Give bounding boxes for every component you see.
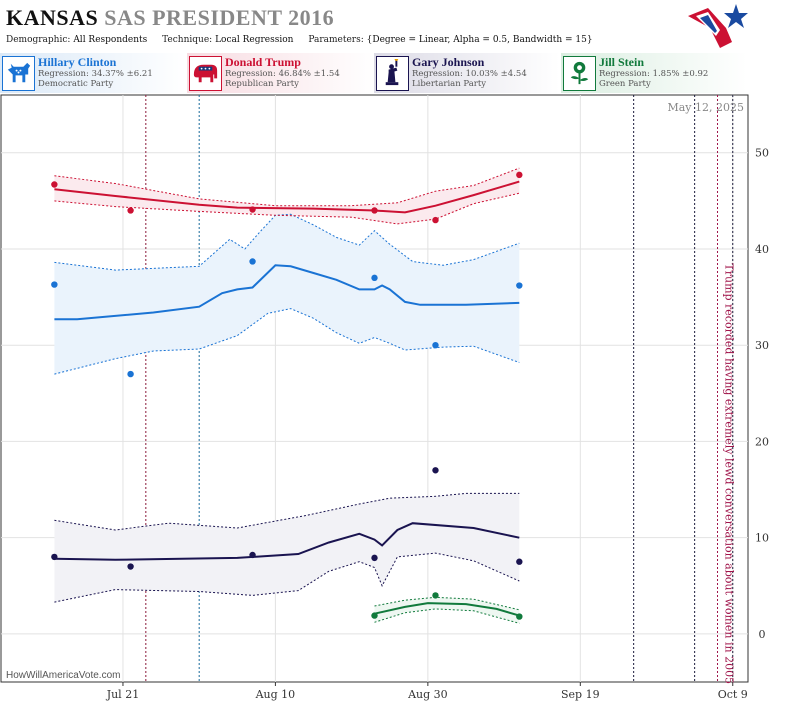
candidate-name: Jill Stein [599, 55, 645, 69]
y-tick-label: 50 [755, 147, 769, 160]
y-tick-label: 0 [759, 628, 766, 641]
y-tick-label: 20 [755, 435, 769, 448]
poll-point [371, 207, 378, 214]
poll-point [516, 558, 523, 565]
poll-point [127, 207, 134, 214]
confidence-band [374, 597, 520, 624]
confidence-band [54, 493, 520, 603]
x-tick-label: Sep 19 [561, 688, 600, 701]
event-annotation: Trump recorded having extremely lewd con… [723, 263, 736, 684]
poll-point [51, 181, 58, 188]
date-stamp: May 12, 2025 [667, 101, 744, 114]
y-tick-label: 10 [755, 532, 769, 545]
poll-point [249, 258, 256, 265]
poll-point [371, 274, 378, 282]
y-tick-label: 30 [755, 339, 769, 352]
candidate-party: Libertarian Party [412, 79, 487, 89]
regression-line [374, 602, 520, 617]
x-axis: Jul 21 Aug 10 Aug 30 Sep 19 Oct 9 [106, 682, 748, 701]
race-name: SAS PRESIDENT 2016 [104, 5, 335, 30]
state-name: KANSAS [6, 5, 99, 30]
confidence-bands [54, 168, 520, 624]
poll-point [432, 467, 439, 474]
poll-point [127, 563, 134, 570]
upper-bound-line [54, 492, 520, 531]
poll-point [51, 553, 58, 561]
statue-of-liberty-icon [376, 56, 409, 91]
regression-line [54, 264, 520, 321]
candidate-regression: Regression: 1.85% ±0.92 [599, 69, 709, 79]
candidate-trump[interactable]: Donald Trump Regression: 46.84% ±1.54 Re… [187, 53, 373, 93]
candidate-stein[interactable]: Jill Stein Regression: 1.85% ±0.92 Green… [561, 53, 747, 93]
poll-point [127, 370, 134, 378]
site-logo-icon [688, 4, 748, 48]
candidate-name: Donald Trump [225, 55, 301, 69]
header: KANSAS SAS PRESIDENT 2016 Demographic: Al… [0, 0, 789, 52]
x-tick-label: Oct 9 [718, 688, 748, 701]
regression-lines [54, 167, 520, 624]
param-value: All Respondents [73, 35, 148, 45]
page-title: KANSAS SAS PRESIDENT 2016 [6, 5, 334, 31]
poll-point [249, 551, 256, 559]
sunflower-icon [563, 56, 596, 91]
x-tick-label: Jul 21 [106, 688, 140, 701]
candidate-clinton[interactable]: Hillary Clinton Regression: 34.37% ±6.21… [0, 53, 186, 93]
poll-point [432, 216, 439, 224]
candidate-party: Green Party [599, 79, 651, 89]
upper-bound-line [54, 167, 520, 207]
lower-bound-line [374, 608, 520, 624]
param-value: Local Regression [215, 35, 294, 45]
lower-bound-line [54, 192, 520, 225]
poll-point [371, 612, 378, 619]
upper-bound-line [54, 213, 520, 271]
candidate-regression: Regression: 10.03% ±4.54 [412, 69, 527, 79]
y-tick-label: 40 [755, 243, 769, 256]
confidence-band [54, 214, 520, 375]
poll-point [51, 281, 58, 288]
y-axis: 0 10 20 30 40 50 [755, 147, 769, 641]
poll-chart: 0 10 20 30 40 50 Jul 21 Aug 10 Aug 30 Sep 19 Oct … [0, 94, 769, 701]
elephant-icon [189, 56, 222, 91]
regression-line [54, 180, 520, 214]
x-tick-label: Aug 30 [407, 688, 448, 701]
candidate-name: Gary Johnson [412, 55, 485, 69]
poll-point [432, 592, 439, 599]
param-label: Demographic: [6, 35, 71, 45]
candidate-party: Republican Party [225, 79, 299, 89]
poll-points [51, 171, 523, 620]
poll-point [516, 282, 523, 289]
param-label: Parameters: [308, 35, 364, 45]
poll-point [249, 206, 256, 213]
site-credit: HowWillAmericaVote.com [6, 670, 120, 681]
confidence-band [54, 168, 520, 224]
candidate-regression: Regression: 46.84% ±1.54 [225, 69, 340, 79]
poll-point [371, 554, 378, 562]
x-tick-label: Aug 10 [255, 688, 296, 701]
candidate-regression: Regression: 34.37% ±6.21 [38, 69, 153, 79]
candidate-name: Hillary Clinton [38, 55, 117, 69]
donkey-icon [2, 56, 35, 91]
poll-point [432, 341, 439, 349]
param-label: Technique: [162, 35, 213, 45]
candidate-legend: Hillary Clinton Regression: 34.37% ±6.21… [0, 53, 789, 93]
lower-bound-line [54, 552, 520, 603]
poll-point [516, 613, 523, 620]
candidate-party: Democratic Party [38, 79, 114, 89]
regression-line [54, 522, 520, 561]
lower-bound-line [54, 308, 520, 375]
parameters-line: Demographic: All Respondents Technique: … [6, 35, 605, 45]
candidate-johnson[interactable]: Gary Johnson Regression: 10.03% ±4.54 Li… [374, 53, 560, 93]
param-value: {Degree = Linear, Alpha = 0.5, Bandwidth… [366, 35, 593, 45]
plot-frame [0, 94, 749, 683]
poll-point [516, 171, 523, 179]
